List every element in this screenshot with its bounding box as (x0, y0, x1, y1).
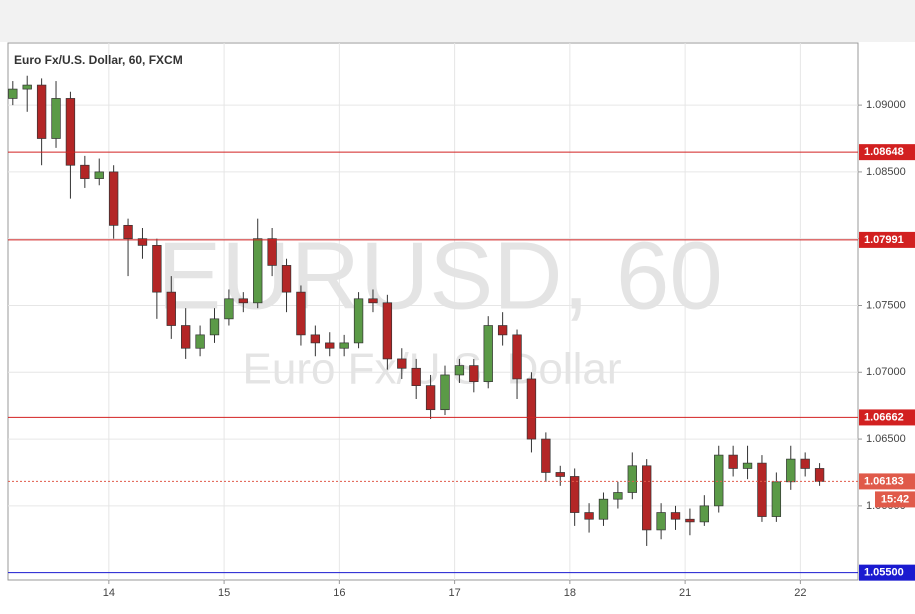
candle-body (123, 224, 133, 240)
candle-body (296, 291, 306, 336)
last-price-label: 1.06183 (864, 475, 904, 487)
candle-body (339, 342, 349, 349)
candle-body (483, 325, 493, 382)
x-tick-label: 21 (679, 587, 691, 599)
candle-body (51, 98, 61, 139)
candle-body (670, 512, 681, 520)
candle-body (80, 164, 90, 179)
watermark: EURUSD, 60 (157, 222, 723, 329)
candle-body (108, 171, 119, 226)
candle-body (195, 334, 205, 349)
candle-body (569, 476, 580, 513)
top-bar (0, 0, 915, 42)
y-tick-label: 1.08500 (866, 166, 906, 178)
x-tick-label: 15 (218, 587, 230, 599)
candle-body (656, 512, 666, 531)
candle-body (814, 468, 825, 482)
candle-body (310, 334, 321, 344)
candle-body (627, 465, 637, 493)
y-tick-label: 1.07500 (866, 299, 906, 311)
candle-body (137, 238, 148, 246)
y-tick-label: 1.09000 (866, 99, 906, 111)
candle-body (8, 88, 18, 99)
candle-body (253, 238, 263, 304)
candle-body (224, 298, 234, 320)
candle-body (425, 385, 436, 411)
candle-body (454, 365, 465, 376)
candle-body (685, 518, 695, 523)
x-tick-label: 22 (794, 587, 806, 599)
candle-body (152, 245, 162, 293)
countdown-label: 15:42 (881, 493, 909, 505)
candle-body (786, 458, 796, 483)
candle-body (181, 325, 191, 349)
level-tag (859, 231, 915, 248)
chart-title: Euro Fx/U.S. Dollar, 60, FXCM (14, 53, 183, 67)
candle-body (65, 98, 76, 166)
candle-body (742, 462, 753, 469)
candle-body (512, 334, 522, 380)
candle-body (699, 505, 709, 523)
level-tag (859, 564, 915, 581)
level-label: 1.08648 (864, 146, 904, 158)
x-tick-label: 17 (448, 587, 460, 599)
candle-body (281, 265, 292, 293)
candle-body (382, 302, 393, 360)
candle-body (440, 374, 450, 411)
level-label: 1.05500 (864, 567, 904, 579)
countdown-tag (875, 491, 915, 508)
level-label: 1.06662 (864, 411, 904, 423)
candle-body (757, 462, 767, 517)
candle-body (526, 378, 537, 440)
last-price-tag (859, 473, 915, 490)
candle-body (166, 291, 176, 326)
candle-body (584, 512, 594, 520)
candle-body (800, 458, 810, 469)
candle-body (497, 325, 508, 336)
candle-body (36, 84, 47, 139)
x-tick-label: 16 (333, 587, 345, 599)
candle-body (728, 454, 738, 469)
x-tick-label: 18 (564, 587, 576, 599)
candle-body (642, 465, 652, 531)
y-tick-label: 1.07000 (866, 366, 906, 378)
candle-body (714, 454, 724, 507)
level-tag (859, 409, 915, 426)
y-tick-label: 1.06500 (866, 433, 906, 445)
level-label: 1.07991 (864, 234, 904, 246)
candle-body (267, 238, 277, 266)
candle-body (613, 492, 623, 500)
candle-body (22, 84, 32, 90)
candle-body (771, 481, 782, 517)
candle-body (411, 367, 421, 386)
level-tag (859, 144, 915, 161)
marks (8, 75, 825, 546)
candle-body (238, 298, 248, 304)
candle-body (353, 298, 364, 344)
candle-body (541, 438, 551, 473)
candle-body (397, 358, 407, 369)
candle-body (94, 171, 104, 179)
candle-body (209, 318, 220, 336)
candle-body (325, 342, 335, 349)
candle-body (368, 298, 378, 304)
candle-body (555, 472, 565, 477)
x-tick-label: 14 (103, 587, 115, 599)
candle-body (469, 365, 479, 382)
candle-body (598, 498, 609, 520)
